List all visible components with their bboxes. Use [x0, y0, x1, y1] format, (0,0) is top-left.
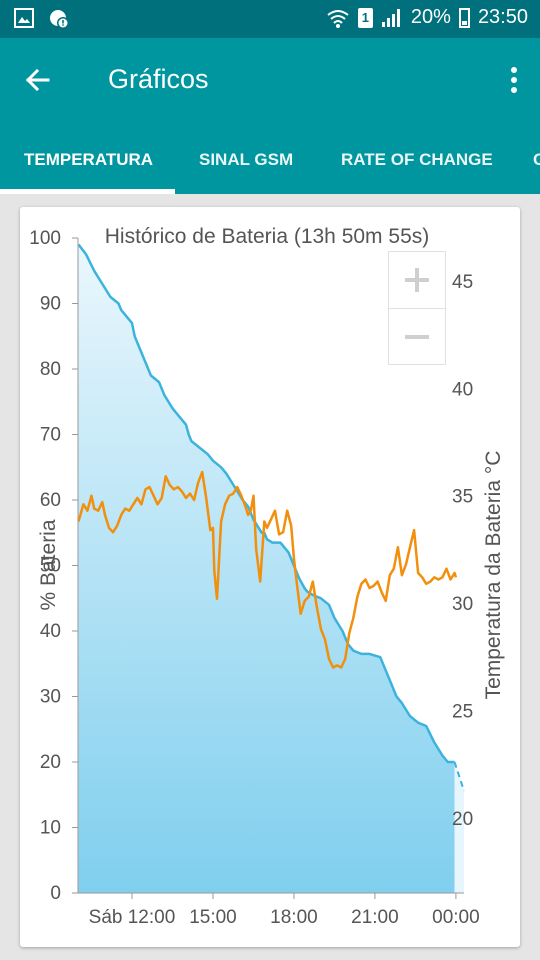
notification-alert-icon	[50, 10, 69, 29]
right-tick-label: 40	[452, 379, 473, 400]
sim-icon: 1	[357, 7, 373, 28]
left-tick-label: 90	[40, 294, 61, 315]
tab-partial[interactable]: C	[533, 150, 540, 169]
chart-card: 0 10 20 30 40 50 60 70 80 90 100 20 25 30 35 40 45 Sáb 12…	[20, 207, 520, 947]
clock: 23:50	[477, 6, 528, 28]
left-tick-label: 80	[40, 359, 61, 380]
left-axis-title: % Bateria	[37, 519, 60, 610]
battery-icon	[458, 7, 470, 28]
wifi-icon	[327, 9, 349, 28]
status-bar: 1 20% 23:50	[0, 0, 540, 38]
x-tick-label: 15:00	[189, 907, 237, 928]
tab-indicator	[0, 189, 175, 194]
x-tick-label: 00:00	[432, 907, 480, 928]
right-tick-label: 20	[452, 809, 473, 830]
more-vert-icon[interactable]	[510, 66, 518, 94]
tab-temperatura[interactable]: TEMPERATURA	[24, 150, 154, 169]
tab-bar: TEMPERATURA SINAL GSM RATE OF CHANGE C	[0, 124, 540, 194]
right-tick-label: 45	[452, 272, 473, 293]
battery-projection-line	[453, 761, 465, 792]
image-icon	[14, 8, 34, 28]
left-tick-label: 100	[29, 228, 61, 249]
temperature-line	[77, 470, 458, 669]
right-tick-label: 35	[452, 487, 473, 508]
x-tick-label: Sáb 12:00	[89, 907, 176, 928]
left-tick-label: 0	[50, 883, 61, 904]
left-tick-label: 20	[40, 752, 61, 773]
zoom-out-button[interactable]	[389, 309, 445, 365]
battery-projection-area	[454, 762, 464, 893]
x-tick-label: 18:00	[270, 907, 318, 928]
right-tick-label: 30	[452, 594, 473, 615]
left-tick-label: 50	[40, 556, 61, 577]
signal-icon	[381, 8, 400, 27]
left-tick-label: 60	[40, 490, 61, 511]
tab-rate-of-change[interactable]: RATE OF CHANGE	[341, 150, 493, 169]
left-tick-label: 10	[40, 818, 61, 839]
right-axis-title: Temperatura da Bateria °C	[482, 451, 505, 700]
right-tick-label: 25	[452, 701, 473, 722]
battery-percent: 20%	[410, 6, 451, 28]
left-tick-label: 40	[40, 621, 61, 642]
tab-sinal-gsm[interactable]: SINAL GSM	[199, 150, 294, 169]
battery-area	[78, 244, 455, 893]
status-bar-right: 1 20% 23:50	[326, 6, 528, 29]
battery-chart[interactable]: 0 10 20 30 40 50 60 70 80 90 100 20 25 30 35 40 45 Sáb 12…	[20, 207, 520, 947]
page-title: Gráficos	[108, 64, 209, 94]
status-bar-left	[14, 8, 70, 30]
left-tick-label: 30	[40, 687, 61, 708]
chart-title: Histórico de Bateria (13h 50m 55s)	[105, 225, 430, 248]
x-tick-label: 21:00	[351, 907, 399, 928]
zoom-controls	[388, 251, 446, 365]
app-bar: Gráficos	[0, 38, 540, 124]
left-tick-label: 70	[40, 425, 61, 446]
zoom-in-button[interactable]	[389, 252, 445, 308]
arrow-back-icon[interactable]	[22, 64, 54, 96]
zoom-divider	[389, 308, 445, 309]
